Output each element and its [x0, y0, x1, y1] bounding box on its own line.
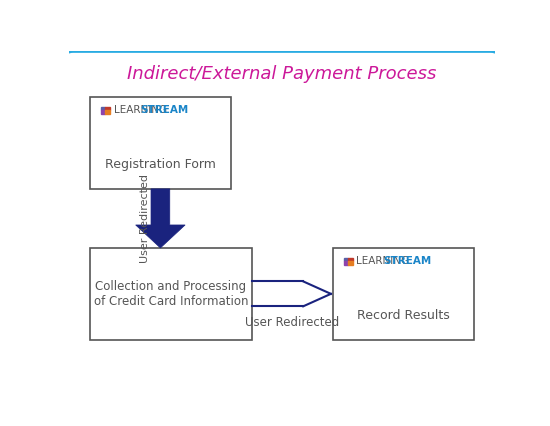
Text: Record Results: Record Results: [357, 309, 450, 322]
Text: LEARNING: LEARNING: [113, 106, 167, 115]
Text: STREAM: STREAM: [383, 256, 431, 266]
Text: Registration Form: Registration Form: [105, 158, 216, 171]
Bar: [90, 97, 231, 189]
Bar: [344, 262, 348, 265]
Polygon shape: [136, 189, 185, 248]
Bar: [348, 258, 353, 262]
Bar: [106, 110, 110, 114]
Bar: [101, 107, 106, 110]
Bar: [101, 110, 106, 114]
Bar: [344, 258, 348, 262]
Text: LEARNING: LEARNING: [356, 256, 410, 266]
Text: User Redirected: User Redirected: [140, 174, 150, 263]
Bar: [348, 262, 353, 265]
Text: Indirect/External Payment Process: Indirect/External Payment Process: [127, 65, 437, 83]
Text: Collection and Processing
of Credit Card Information: Collection and Processing of Credit Card…: [94, 280, 248, 308]
Bar: [106, 107, 110, 110]
Text: STREAM: STREAM: [140, 106, 188, 115]
Bar: [90, 248, 252, 340]
Text: User Redirected: User Redirected: [245, 316, 340, 329]
Bar: [333, 248, 474, 340]
